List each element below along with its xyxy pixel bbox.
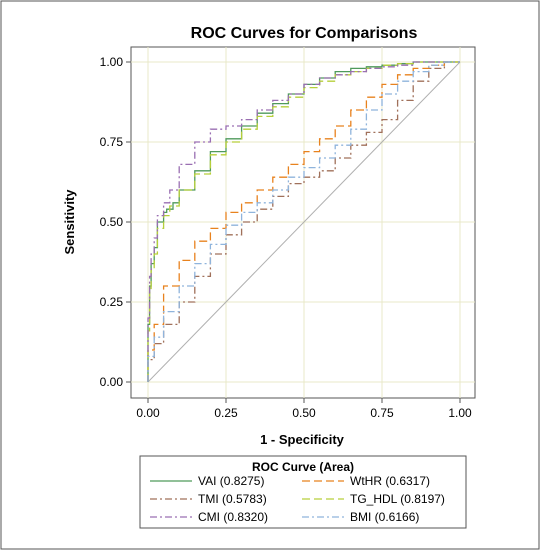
legend-item: BMI (0.6166) bbox=[302, 510, 419, 524]
x-tick-label: 0.50 bbox=[292, 406, 316, 420]
legend-item: VAI (0.8275) bbox=[150, 474, 264, 488]
series-line-bmi bbox=[147, 61, 460, 382]
y-axis-label: Sensitivity bbox=[62, 189, 77, 255]
chart-title: ROC Curves for Comparisons bbox=[191, 25, 418, 42]
legend: ROC Curve (Area) VAI (0.8275) WtHR (0.631… bbox=[139, 455, 467, 529]
y-tick-label: 0.50 bbox=[100, 215, 124, 229]
x-axis-label: 1 - Specificity bbox=[260, 432, 345, 447]
legend-label: CMI (0.8320) bbox=[198, 510, 268, 524]
legend-title: ROC Curve (Area) bbox=[252, 460, 354, 474]
series-lines bbox=[147, 61, 460, 382]
y-tick-label: 0.25 bbox=[100, 295, 124, 309]
y-tick-label: 1.00 bbox=[100, 55, 124, 69]
x-tick-label: 1.00 bbox=[448, 406, 472, 420]
legend-item: TG_HDL (0.8197) bbox=[302, 492, 445, 506]
y-axis-ticks: 0.00 0.25 0.50 0.75 1.00 bbox=[100, 55, 131, 389]
legend-items: VAI (0.8275) WtHR (0.6317) TMI (0.5783) TG_… bbox=[150, 474, 445, 524]
x-tick-label: 0.25 bbox=[214, 406, 238, 420]
legend-box bbox=[139, 455, 467, 529]
x-tick-label: 0.00 bbox=[136, 406, 160, 420]
series-line-cmi bbox=[147, 61, 460, 382]
legend-item: WtHR (0.6317) bbox=[302, 474, 430, 488]
legend-label: BMI (0.6166) bbox=[350, 510, 419, 524]
series-line-tg-hdl bbox=[147, 61, 460, 382]
y-tick-label: 0.75 bbox=[100, 135, 124, 149]
x-tick-label: 0.75 bbox=[370, 406, 394, 420]
legend-item: CMI (0.8320) bbox=[150, 510, 268, 524]
reference-diagonal bbox=[147, 61, 461, 383]
legend-label: TMI (0.5783) bbox=[198, 492, 267, 506]
legend-label: TG_HDL (0.8197) bbox=[350, 492, 445, 506]
legend-label: WtHR (0.6317) bbox=[350, 474, 430, 488]
series-line-wthr bbox=[147, 61, 460, 382]
x-axis-ticks: 0.00 0.25 0.50 0.75 1.00 bbox=[136, 398, 472, 420]
legend-item: TMI (0.5783) bbox=[150, 492, 267, 506]
y-tick-label: 0.00 bbox=[100, 375, 124, 389]
legend-label: VAI (0.8275) bbox=[198, 474, 264, 488]
